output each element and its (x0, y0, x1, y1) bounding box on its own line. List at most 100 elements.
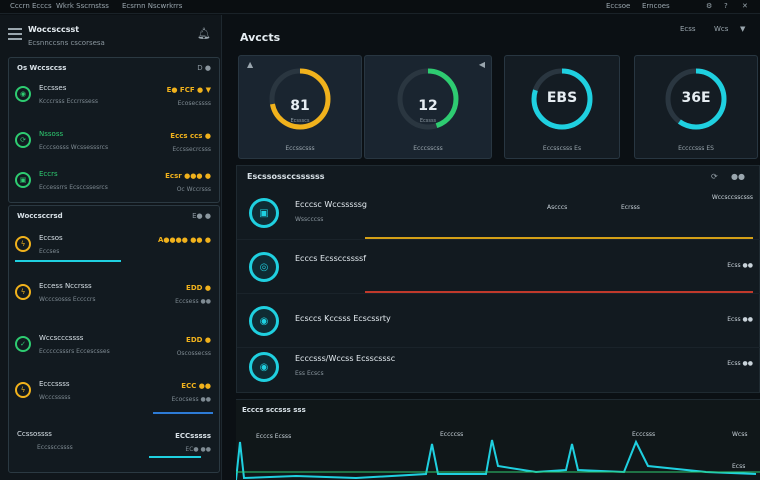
list-item[interactable]: ϟ Eccsos Eccses A●●●● ●● ● (9, 226, 219, 270)
row-value: A●●●● ●● ● (157, 236, 211, 244)
row-note: Ecocsess ●● (171, 396, 211, 403)
row-value: ECCsssss (175, 432, 211, 440)
help-icon[interactable]: ? (724, 2, 728, 10)
item-title: Ecccsss/Wccss Ecsscsssc (295, 354, 396, 363)
panel-more[interactable]: D ● (197, 64, 211, 72)
row-value: Ecsr ●●● ● (165, 172, 211, 180)
row-sublabel: Eccessrrs Ecsccssesrcs (39, 184, 108, 191)
progress-bar (15, 260, 121, 262)
gauge-card[interactable]: 36E Eccccsss ES (634, 55, 758, 159)
shield-icon: ▣ (249, 198, 279, 228)
item-status: Wccsccsscsss (711, 194, 753, 201)
list-item[interactable]: ϟ Ecccssss Wcccsssss ECC ●● Ecocsess ●● (9, 372, 219, 416)
row-value: EDD ● (186, 284, 211, 292)
progress-bar (153, 412, 213, 414)
row-label: Eccsos (39, 234, 63, 242)
item-subtitle: Ess Ecscs (295, 370, 324, 377)
settings-icon[interactable]: ⚙ (706, 2, 713, 10)
row-note: Eccssecrcsss (172, 146, 211, 153)
item-column: Ascccs (547, 204, 568, 211)
list-item[interactable]: ⟳ Nssoss Ecccsosss Wcssesssrcs Eccs ccs … (9, 122, 219, 166)
item-status: Ecss ●● (727, 360, 753, 367)
gauge-value: 36E (681, 90, 711, 106)
row-sublabel: Eccses (39, 248, 60, 255)
row-note: Eccsess ●● (175, 298, 211, 305)
record-icon: ◉ (249, 352, 279, 382)
list-item[interactable]: ◉ Ecccsss/Wccss Ecsscsssc Ess Ecscs Ecss… (237, 340, 760, 394)
eye-icon: ◉ (249, 306, 279, 336)
panel-more[interactable]: E● ● (192, 212, 211, 220)
item-title: Ecsccs Kccsss Ecscssrty (295, 314, 391, 323)
gauge-fill (269, 68, 331, 130)
gauge-chart (397, 68, 459, 130)
chart-label: Ecccsss (632, 431, 656, 438)
list-item[interactable]: ▣ Eccrs Eccessrrs Ecsccssesrcs Ecsr ●●● … (9, 162, 219, 206)
list-item[interactable]: ✓ Wccscccssss Ecccccsssrs Eccescsses EDD… (9, 326, 219, 370)
card-corner-icon: ▲ (247, 60, 254, 69)
sidebar-header: Woccsccsst Ecsnnccsns cscorsesa 🔔︎ (0, 15, 222, 55)
progress-bar (149, 456, 201, 458)
gauge-chart (665, 68, 727, 130)
shield-icon: ◉ (15, 86, 31, 102)
list-item[interactable]: ▣ Ecccsc Wccsssssg Wsscccss Ascccs Ecrss… (237, 186, 760, 240)
card-caption: Ecccsscss (413, 145, 443, 152)
gauge-value: 12 (418, 98, 438, 114)
main-content: Avccts Ecss Wcs ▼ ▲ 81 Ecssscs Eccsscsss… (236, 15, 760, 480)
chart-series-line (236, 439, 757, 480)
gauge-chart (269, 68, 331, 130)
topbar-link[interactable]: Ecsrnn Nscwrkrrs (122, 2, 183, 10)
more-icon[interactable]: ●● (731, 172, 745, 181)
topbar-link[interactable]: Eccsoe (606, 2, 631, 10)
menu-icon[interactable] (8, 28, 22, 40)
row-sublabel: Eccssccssss (37, 444, 73, 451)
topbar-link[interactable]: Erncoes (642, 2, 670, 10)
sidebar-subtitle: Ecsnnccsns cscorsesa (28, 39, 105, 47)
row-value: E● FCF ● ▼ (166, 86, 211, 94)
chart-label: Wcss (732, 431, 748, 438)
bell-icon[interactable]: 🔔︎ (197, 27, 211, 40)
header-link[interactable]: Ecss (680, 25, 696, 33)
sidebar: Woccsccsst Ecsnnccsns cscorsesa 🔔︎ Os Wc… (0, 15, 222, 480)
row-value: ECC ●● (181, 382, 211, 390)
lock-icon: ▣ (15, 172, 31, 188)
refresh-icon[interactable]: ⟳ (711, 172, 718, 181)
status-line (365, 237, 753, 239)
gauge-label: Ecssss (419, 118, 437, 124)
bolt-icon: ϟ (15, 236, 31, 252)
row-sublabel: Ecccsosss Wcssesssrcs (39, 144, 109, 151)
card-caption: Eccsscsss (285, 145, 315, 152)
line-chart (236, 439, 760, 480)
panel-workload: Woccsccrsd E● ● ϟ Eccsos Eccses A●●●● ●●… (8, 205, 220, 473)
alert-icon: ◎ (249, 252, 279, 282)
list-item[interactable]: ◉ Ecsccs Kccsss Ecscssrty Ecss ●● (237, 294, 760, 348)
check-icon: ✓ (15, 336, 31, 352)
topbar-link[interactable]: Wkrk Sscrnstss (56, 2, 109, 10)
close-icon[interactable]: ✕ (742, 2, 748, 10)
item-subtitle: Wsscccss (295, 216, 324, 223)
row-label: Ccssossss (17, 430, 52, 438)
row-label: Eccsses (39, 84, 67, 92)
gauge-value: EBS (546, 90, 578, 106)
panel-overview: Os Wccsccss D ● ◉ Eccsses Kcccrsss Eccrr… (8, 57, 220, 203)
row-note: EC● ●● (185, 446, 211, 453)
chart-label: Ecss (732, 463, 746, 470)
row-note: Oc Wccrsss (176, 186, 211, 193)
list-item[interactable]: ◎ Ecccs Ecssccssssf Ecss ●● (237, 240, 760, 294)
chevron-down-icon[interactable]: ▼ (740, 25, 746, 33)
list-item[interactable]: ϟ Eccess Nccrsss Wcccsosss Eccccrs EDD ●… (9, 274, 219, 318)
gauge-label: Ecssscs (290, 118, 310, 124)
list-title: Escssossccssssss (247, 172, 325, 181)
status-line (365, 291, 753, 293)
header-link[interactable]: Wcs (714, 25, 729, 33)
list-item[interactable]: ◉ Eccsses Kcccrsss Eccrrssess E● FCF ● ▼… (9, 76, 219, 120)
topbar-link[interactable]: Cccrn Ecccs (10, 2, 52, 10)
gauge-card[interactable]: EBS Eccsscsss Es (504, 55, 620, 159)
gauge-card[interactable]: ▲ 81 Ecssscs Eccsscsss (238, 55, 362, 159)
row-label: Eccess Nccrsss (39, 282, 92, 290)
list-item[interactable]: Ccssossss Eccssccssss ECCsssss EC● ●● (9, 422, 219, 466)
row-label: Wccscccssss (39, 334, 84, 342)
row-note: Ecosecssss (177, 100, 211, 107)
gauge-card[interactable]: ◀ 12 Ecssss Ecccsscss (364, 55, 492, 159)
gauge-fill (531, 68, 593, 130)
top-bar: Cccrn Ecccs Wkrk Sscrnstss Ecsrnn Nscwrk… (0, 0, 760, 14)
